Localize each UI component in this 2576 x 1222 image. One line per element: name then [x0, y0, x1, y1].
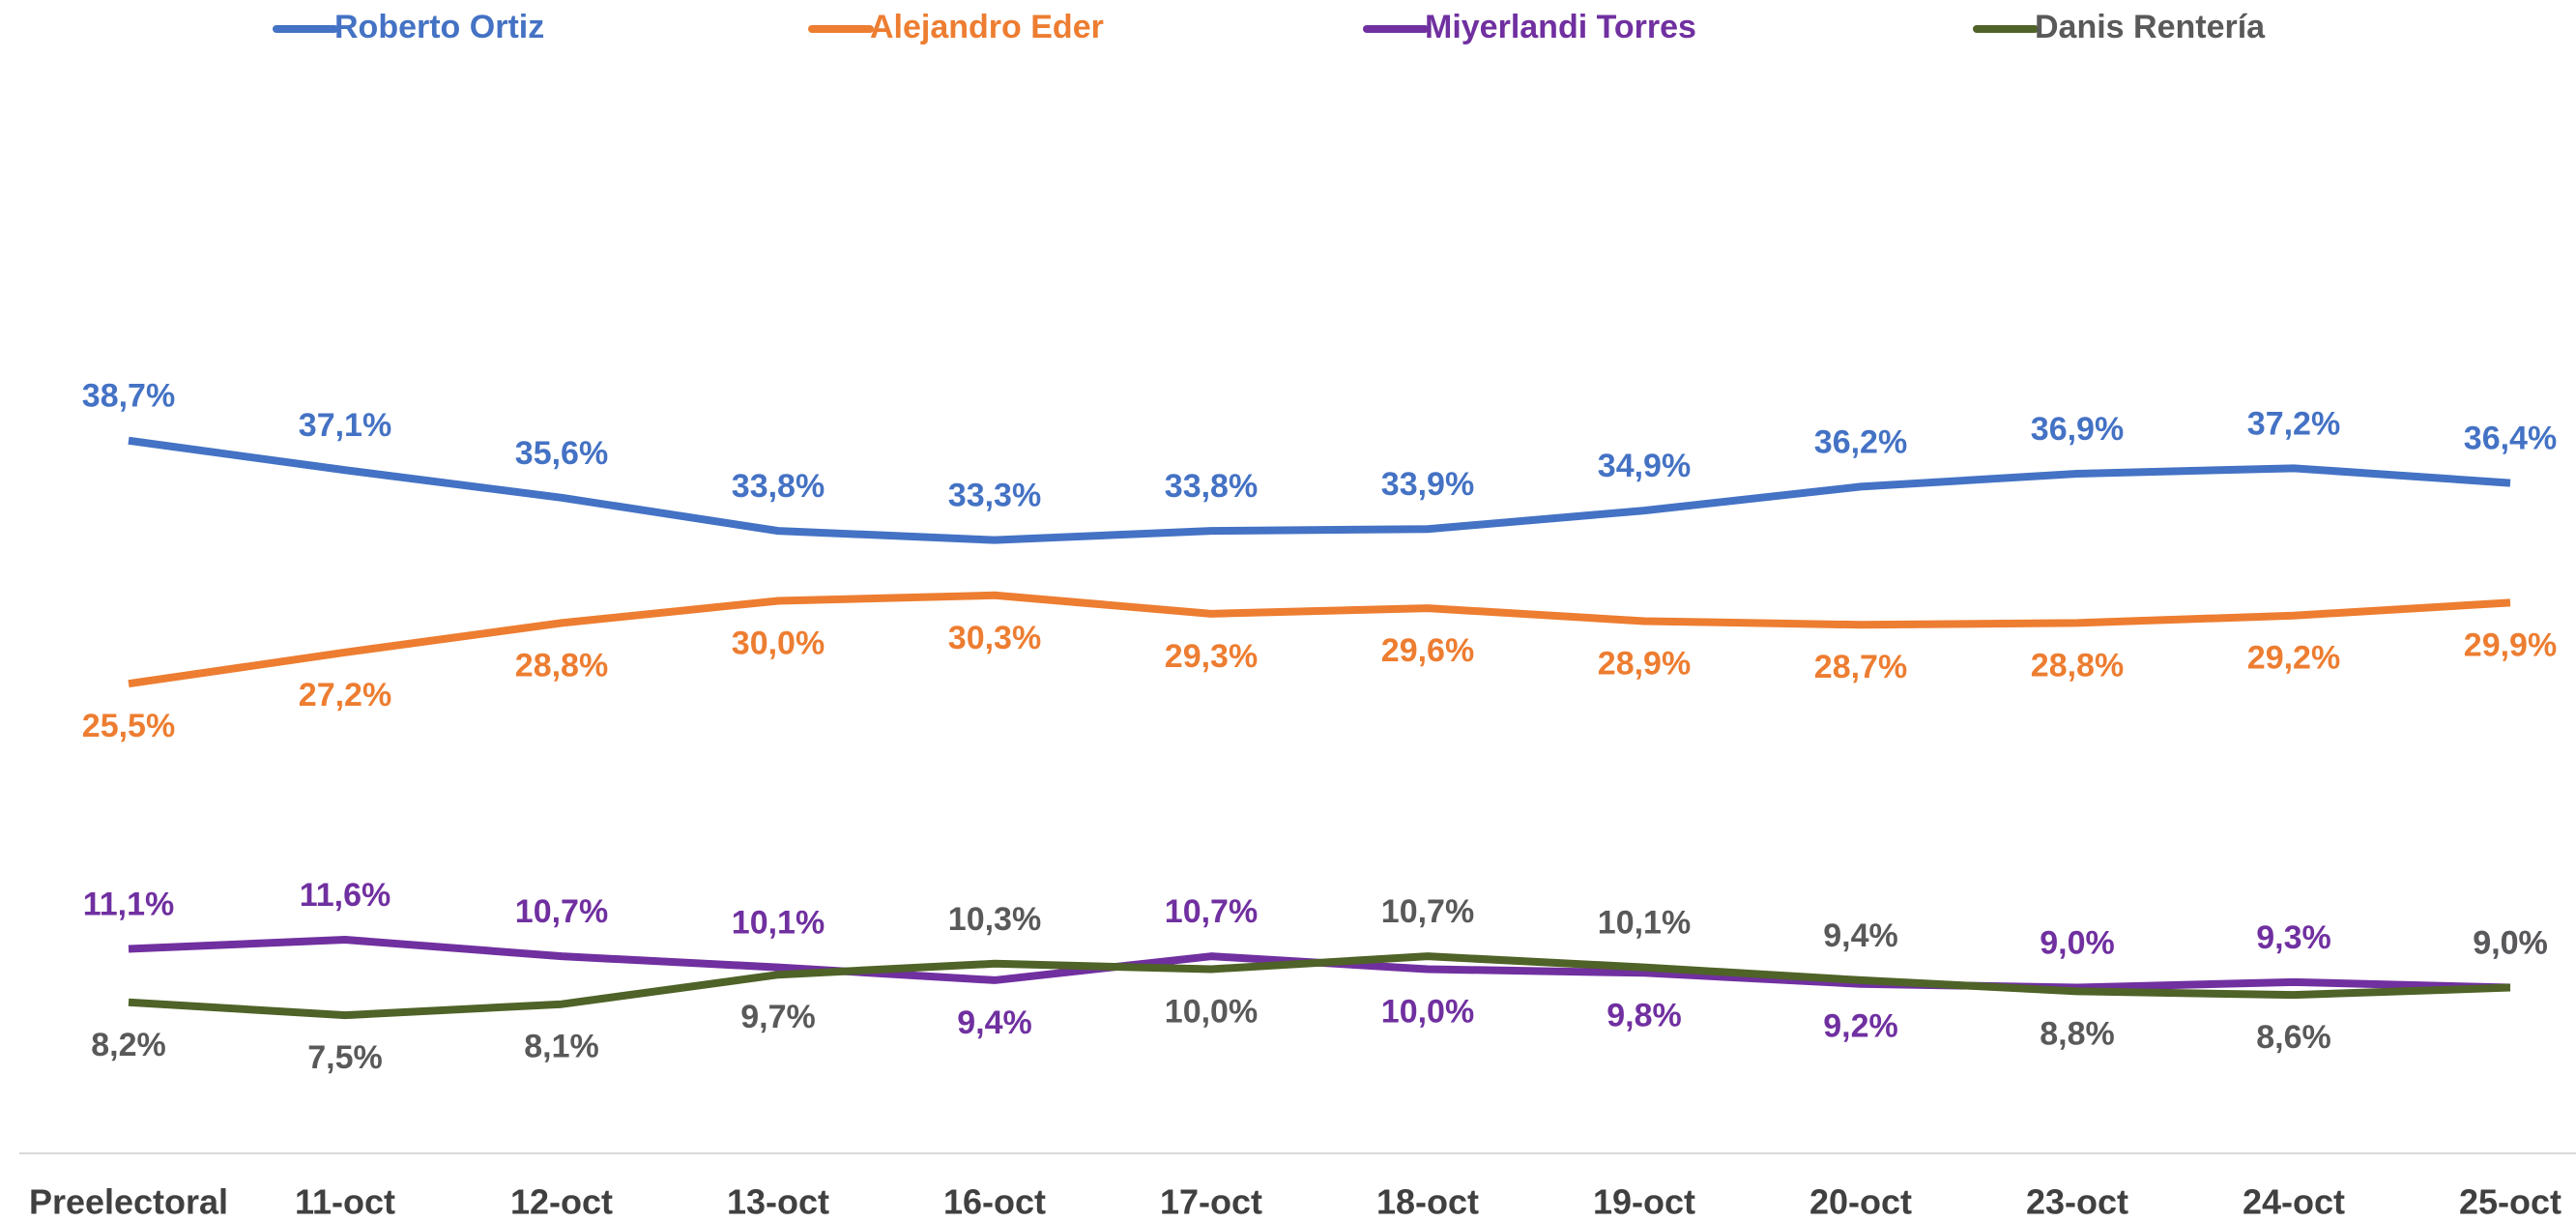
data-label: 7,5% [307, 1039, 383, 1076]
x-tick-label: 18-oct [1376, 1182, 1479, 1222]
data-label: 8,6% [2256, 1019, 2331, 1056]
legend-label: Danis Rentería [2035, 9, 2266, 45]
x-tick-label: Preelectoral [29, 1182, 228, 1222]
data-label: 10,1% [732, 905, 825, 942]
series-line [128, 436, 2511, 544]
data-label: 36,4% [2464, 421, 2557, 457]
data-label: 30,3% [948, 620, 1041, 656]
data-label: 11,1% [83, 887, 175, 923]
data-label: 36,9% [2031, 411, 2124, 448]
data-label: 10,7% [1165, 893, 1258, 930]
series-line [128, 591, 2511, 688]
data-label: 8,2% [91, 1027, 166, 1063]
x-tick-label: 13-oct [727, 1182, 829, 1222]
data-label: 9,3% [2256, 919, 2331, 956]
data-label: 28,8% [515, 647, 608, 684]
data-label: 9,8% [1606, 997, 1682, 1033]
data-label: 33,8% [732, 468, 825, 505]
x-tick-label: 19-oct [1593, 1182, 1695, 1222]
data-label: 10,7% [1381, 893, 1474, 930]
x-tick-label: 20-oct [1809, 1182, 1912, 1222]
data-label: 8,1% [524, 1029, 599, 1065]
data-label: 34,9% [1598, 448, 1691, 484]
data-label: 35,6% [515, 435, 608, 472]
data-label: 9,2% [1823, 1008, 1898, 1045]
data-label: 28,9% [1598, 645, 1691, 682]
data-label: 10,3% [948, 901, 1041, 938]
data-label: 10,0% [1381, 993, 1474, 1030]
data-label: 29,3% [1165, 638, 1258, 675]
data-label: 9,7% [740, 999, 816, 1035]
data-label: 9,0% [2473, 925, 2548, 962]
data-label: 37,1% [299, 407, 391, 444]
x-tick-label: 23-oct [2026, 1182, 2128, 1222]
data-label: 8,8% [2040, 1015, 2115, 1052]
data-label: 11,6% [300, 877, 391, 914]
data-label: 38,7% [82, 378, 175, 415]
x-tick-label: 17-oct [1160, 1182, 1262, 1222]
data-label: 27,2% [299, 677, 391, 713]
legend-label: Miyerlandi Torres [1425, 9, 1696, 45]
data-label: 25,5% [82, 708, 175, 744]
series-line [128, 952, 2511, 1020]
data-label: 29,2% [2247, 640, 2340, 677]
x-tick-label: 16-oct [943, 1182, 1046, 1222]
x-tick-label: 11-oct [295, 1182, 395, 1222]
data-label: 10,0% [1165, 993, 1258, 1030]
data-label: 9,0% [2040, 925, 2115, 962]
data-label: 9,4% [1823, 917, 1898, 954]
data-label: 28,7% [1814, 649, 1907, 685]
data-label: 10,7% [515, 893, 608, 930]
data-label: 33,8% [1165, 468, 1258, 505]
data-label: 33,9% [1381, 466, 1474, 503]
legend-label: Roberto Ortiz [334, 9, 544, 45]
data-label: 37,2% [2247, 405, 2340, 442]
data-label: 29,6% [1381, 632, 1474, 669]
data-label: 36,2% [1814, 423, 1907, 460]
data-label: 9,0% [2473, 925, 2548, 962]
data-label: 29,9% [2464, 626, 2557, 663]
x-tick-label: 25-oct [2459, 1182, 2562, 1222]
data-label: 10,1% [1598, 905, 1691, 942]
x-tick-label: 24-oct [2243, 1182, 2345, 1222]
legend-label: Alejandro Eder [870, 9, 1104, 45]
data-label: 9,4% [957, 1004, 1032, 1041]
data-label: 33,3% [948, 478, 1041, 514]
x-tick-label: 12-oct [510, 1182, 613, 1222]
data-label: 28,8% [2031, 647, 2124, 684]
data-label: 30,0% [732, 625, 825, 661]
